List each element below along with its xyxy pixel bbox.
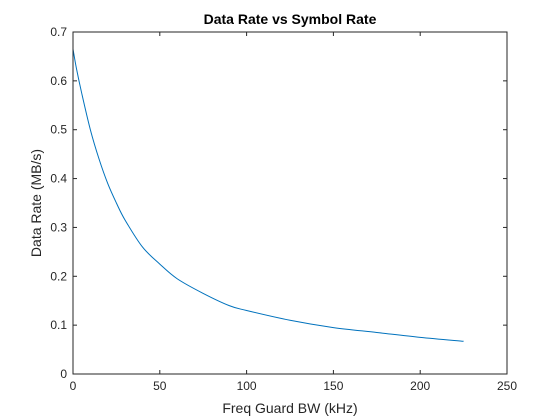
y-tick-label: 0.5 (50, 123, 67, 137)
series-line-0 (72, 49, 464, 342)
y-tick-label: 0.1 (50, 318, 67, 332)
x-axis-label: Freq Guard BW (kHz) (222, 400, 357, 416)
y-tick-label: 0.4 (50, 172, 67, 186)
y-tick-label: 0.3 (50, 220, 67, 234)
y-tick-label: 0.6 (50, 74, 67, 88)
y-tick-label: 0.2 (50, 269, 67, 283)
chart-title: Data Rate vs Symbol Rate (204, 11, 377, 27)
y-axis-label: Data Rate (MB/s) (28, 149, 44, 257)
axes-box (72, 31, 508, 375)
x-tick-label: 250 (497, 379, 517, 393)
x-tick-label: 50 (153, 379, 167, 393)
plot-area (73, 32, 507, 374)
x-tick-label: 150 (323, 379, 343, 393)
x-tick-label: 0 (70, 379, 77, 393)
x-tick-label: 100 (237, 379, 257, 393)
series-layer (72, 49, 464, 342)
y-tick-label: 0 (60, 367, 67, 381)
y-tick-label: 0.7 (50, 25, 67, 39)
tick-labels-layer: 0 50 100 150 200 250 0 0.1 0.2 0.3 0.4 0.5 0.6 0.7 (50, 25, 517, 393)
x-tick-label: 200 (410, 379, 430, 393)
